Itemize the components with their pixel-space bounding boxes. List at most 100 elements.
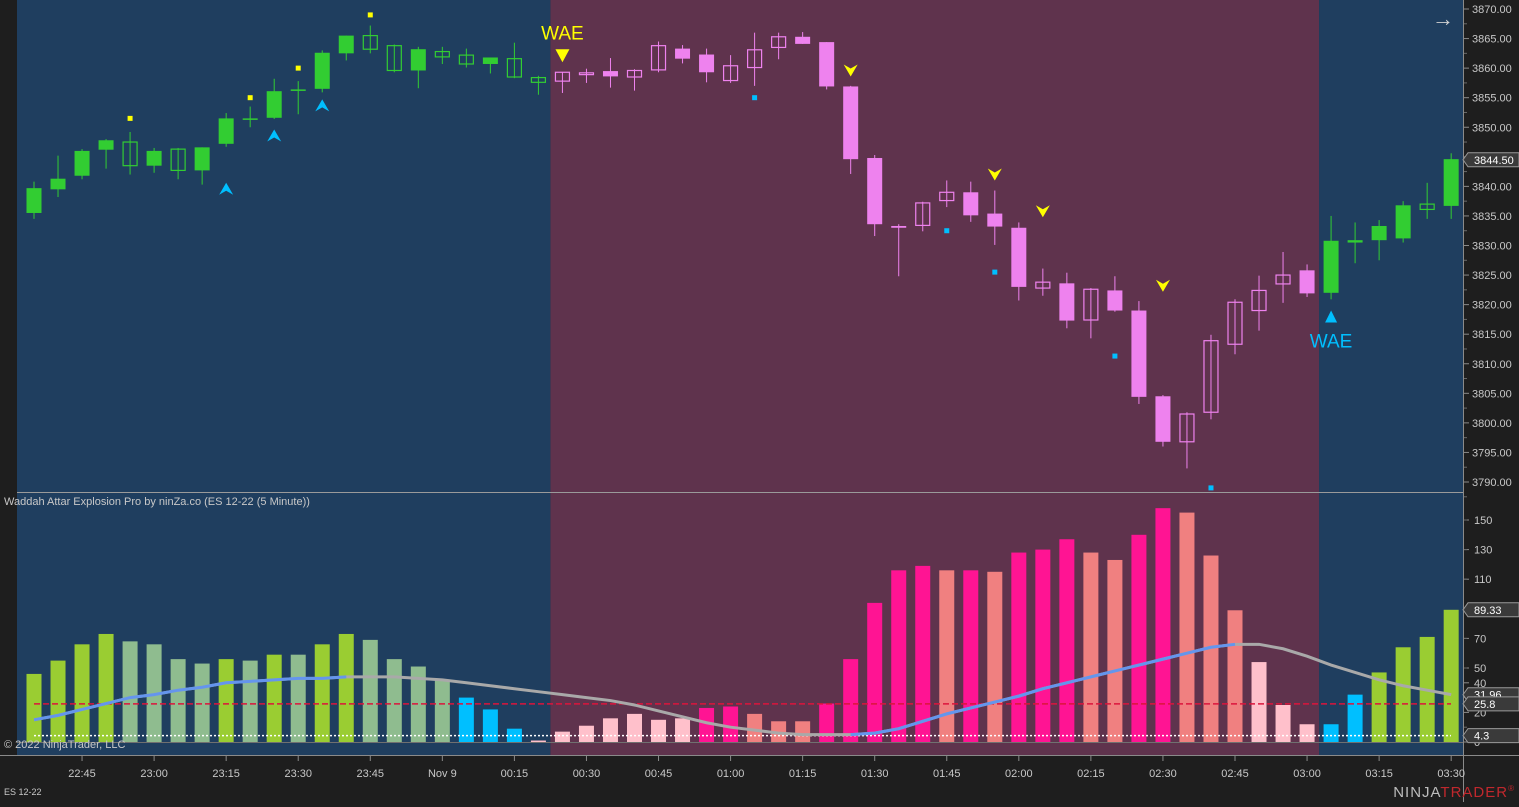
candle-body[interactable] bbox=[218, 118, 234, 144]
histogram-bar[interactable] bbox=[458, 697, 474, 742]
candle-body[interactable] bbox=[386, 45, 402, 72]
candle-body[interactable] bbox=[506, 58, 522, 78]
candle-body[interactable] bbox=[122, 141, 138, 167]
candle-body[interactable] bbox=[170, 148, 186, 172]
candle-body[interactable] bbox=[1179, 413, 1195, 443]
candle-body[interactable] bbox=[1323, 240, 1339, 293]
candle-body[interactable] bbox=[1227, 301, 1243, 345]
histogram-bar[interactable] bbox=[410, 666, 426, 742]
candle-body[interactable] bbox=[722, 65, 739, 82]
candle-body[interactable] bbox=[1131, 310, 1147, 397]
histogram-bar[interactable] bbox=[1443, 609, 1459, 742]
candle-body[interactable] bbox=[891, 225, 907, 228]
candle-body[interactable] bbox=[867, 157, 883, 225]
candle-body[interactable] bbox=[482, 57, 498, 64]
candle-body[interactable] bbox=[819, 42, 835, 87]
histogram-bar[interactable] bbox=[1155, 508, 1171, 742]
candle-body[interactable] bbox=[338, 35, 354, 54]
histogram-bar[interactable] bbox=[1299, 724, 1315, 742]
candle-body[interactable] bbox=[939, 191, 955, 202]
candle-body[interactable] bbox=[699, 54, 715, 73]
candle-body[interactable] bbox=[626, 69, 643, 78]
histogram-bar[interactable] bbox=[675, 718, 691, 742]
candle-body[interactable] bbox=[290, 89, 306, 91]
histogram-bar[interactable] bbox=[1347, 694, 1363, 742]
candle-body[interactable] bbox=[1035, 281, 1051, 289]
histogram-bar[interactable] bbox=[1323, 724, 1339, 742]
candle-body[interactable] bbox=[362, 35, 378, 50]
candle-body[interactable] bbox=[746, 49, 763, 69]
candle-body[interactable] bbox=[146, 150, 162, 166]
histogram-bar[interactable] bbox=[170, 659, 186, 742]
histogram-bar[interactable] bbox=[1035, 549, 1051, 742]
histogram-bar[interactable] bbox=[314, 644, 330, 742]
histogram-bar[interactable] bbox=[1395, 647, 1411, 742]
candle-body[interactable] bbox=[1155, 396, 1171, 442]
histogram-bar[interactable] bbox=[578, 725, 594, 742]
histogram-bar[interactable] bbox=[1275, 705, 1291, 742]
candle-body[interactable] bbox=[963, 192, 979, 216]
histogram-bar[interactable] bbox=[1011, 552, 1027, 742]
candle-body[interactable] bbox=[266, 91, 282, 118]
candle-body[interactable] bbox=[194, 147, 210, 171]
histogram-bar[interactable] bbox=[218, 659, 234, 742]
histogram-bar[interactable] bbox=[242, 660, 258, 742]
histogram-bar[interactable] bbox=[74, 644, 90, 742]
candle-body[interactable] bbox=[650, 45, 667, 71]
histogram-bar[interactable] bbox=[1371, 672, 1387, 742]
histogram-bar[interactable] bbox=[122, 641, 138, 742]
histogram-bar[interactable] bbox=[723, 706, 739, 742]
candle-body[interactable] bbox=[98, 140, 114, 150]
histogram-bar[interactable] bbox=[867, 602, 883, 742]
histogram-bar[interactable] bbox=[795, 721, 811, 742]
candle-body[interactable] bbox=[434, 50, 450, 58]
histogram-bar[interactable] bbox=[1131, 534, 1147, 742]
candle-body[interactable] bbox=[314, 52, 330, 89]
histogram-bar[interactable] bbox=[915, 565, 931, 742]
histogram-bar[interactable] bbox=[699, 707, 715, 742]
histogram-bar[interactable] bbox=[1251, 662, 1267, 742]
histogram-bar[interactable] bbox=[26, 673, 42, 742]
candle-body[interactable] bbox=[410, 49, 426, 71]
histogram-bar[interactable] bbox=[987, 571, 1003, 742]
candle-body[interactable] bbox=[675, 48, 691, 59]
histogram-bar[interactable] bbox=[963, 570, 979, 742]
candle-body[interactable] bbox=[1347, 240, 1363, 243]
histogram-bar[interactable] bbox=[843, 659, 859, 742]
candle-body[interactable] bbox=[1395, 205, 1411, 239]
candle-body[interactable] bbox=[458, 54, 474, 65]
candle-body[interactable] bbox=[26, 188, 42, 213]
candle-body[interactable] bbox=[1371, 225, 1387, 241]
histogram-bar[interactable] bbox=[939, 570, 955, 742]
candle-body[interactable] bbox=[987, 213, 1003, 227]
histogram-bar[interactable] bbox=[651, 719, 667, 742]
histogram-bar[interactable] bbox=[482, 709, 498, 742]
candle-body[interactable] bbox=[1251, 289, 1267, 312]
candle-body[interactable] bbox=[578, 72, 595, 76]
histogram-bar[interactable] bbox=[362, 639, 378, 742]
candle-body[interactable] bbox=[915, 202, 931, 226]
histogram-bar[interactable] bbox=[290, 654, 306, 742]
histogram-bar[interactable] bbox=[602, 718, 618, 742]
histogram-bar[interactable] bbox=[1083, 552, 1099, 742]
candle-body[interactable] bbox=[1299, 270, 1315, 294]
candle-body[interactable] bbox=[1059, 283, 1075, 321]
candle-body[interactable] bbox=[1203, 340, 1219, 413]
histogram-bar[interactable] bbox=[530, 740, 546, 742]
histogram-bar[interactable] bbox=[1227, 610, 1243, 742]
candle-body[interactable] bbox=[795, 36, 811, 44]
candle-body[interactable] bbox=[1107, 290, 1123, 311]
candle-body[interactable] bbox=[554, 71, 571, 82]
histogram-bar[interactable] bbox=[1179, 512, 1195, 742]
candle-body[interactable] bbox=[242, 118, 258, 120]
candle-body[interactable] bbox=[1083, 288, 1099, 321]
histogram-bar[interactable] bbox=[891, 570, 907, 742]
histogram-bar[interactable] bbox=[627, 713, 642, 742]
candle-body[interactable] bbox=[530, 76, 547, 83]
histogram-bar[interactable] bbox=[1107, 559, 1123, 742]
histogram-bar[interactable] bbox=[266, 654, 282, 742]
histogram-bar[interactable] bbox=[434, 679, 450, 742]
candle-body[interactable] bbox=[771, 36, 787, 49]
